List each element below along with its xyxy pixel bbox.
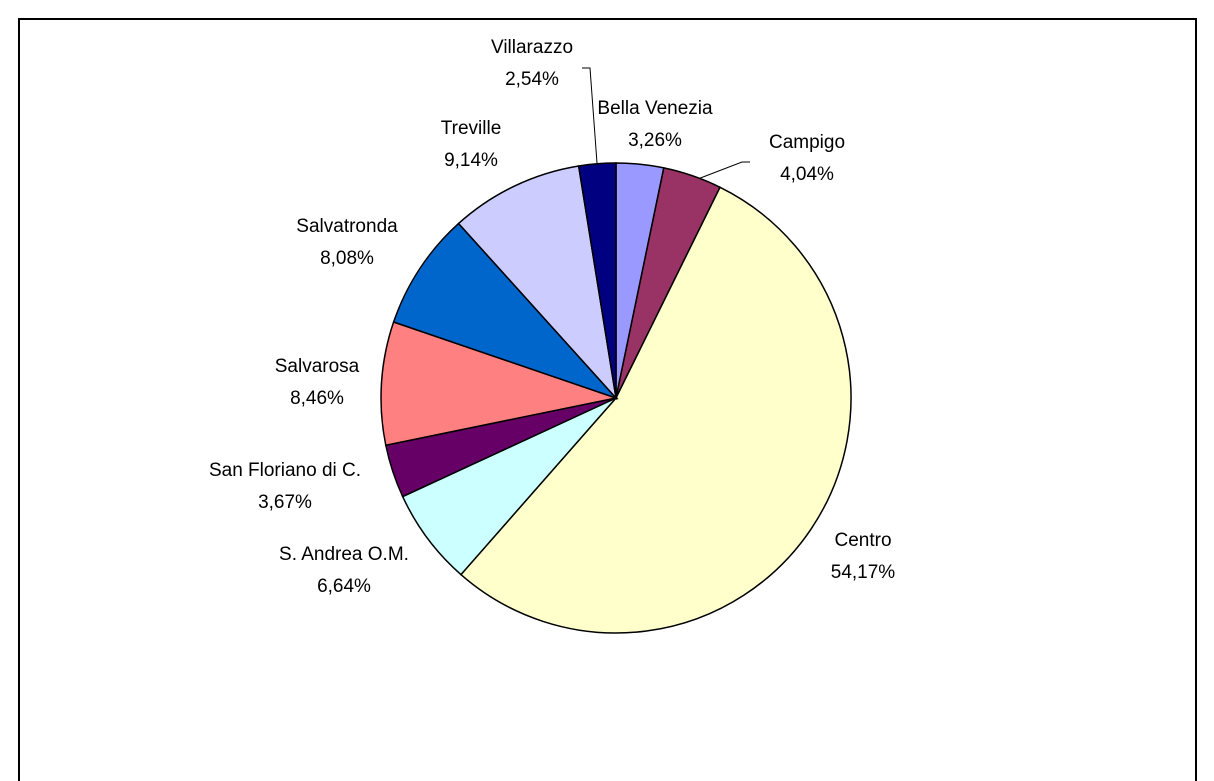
chart-frame — [18, 18, 1197, 781]
slice-label: Treville — [441, 118, 502, 139]
slice-value-label: 3,26% — [628, 130, 682, 151]
pie-slice — [577, 162, 617, 399]
slice-value-label: 2,54% — [505, 69, 559, 90]
pie-slice — [459, 186, 852, 634]
pie-slice — [380, 321, 619, 447]
leader-line — [689, 161, 750, 183]
leader-line — [582, 67, 598, 164]
slice-value-label: 8,08% — [320, 248, 374, 269]
slice-value-label: 8,46% — [290, 388, 344, 409]
slice-value-label: 6,64% — [317, 576, 371, 597]
slice-label: Campigo — [769, 132, 845, 153]
slice-label: Centro — [834, 530, 891, 551]
pie-slice — [392, 222, 619, 400]
slice-label: Salvarosa — [275, 356, 360, 377]
slice-value-label: 4,04% — [780, 164, 834, 185]
slice-label: Villarazzo — [491, 37, 573, 58]
slice-value-label: 3,67% — [258, 492, 312, 513]
slice-value-label: 54,17% — [831, 562, 896, 583]
pie-slice — [457, 165, 618, 401]
slice-label: Salvatronda — [296, 216, 398, 237]
slice-value-label: 9,14% — [444, 150, 498, 171]
slice-label: Bella Venezia — [597, 98, 713, 119]
slice-label: San Floriano di C. — [209, 460, 361, 481]
slice-label: S. Andrea O.M. — [279, 544, 409, 565]
